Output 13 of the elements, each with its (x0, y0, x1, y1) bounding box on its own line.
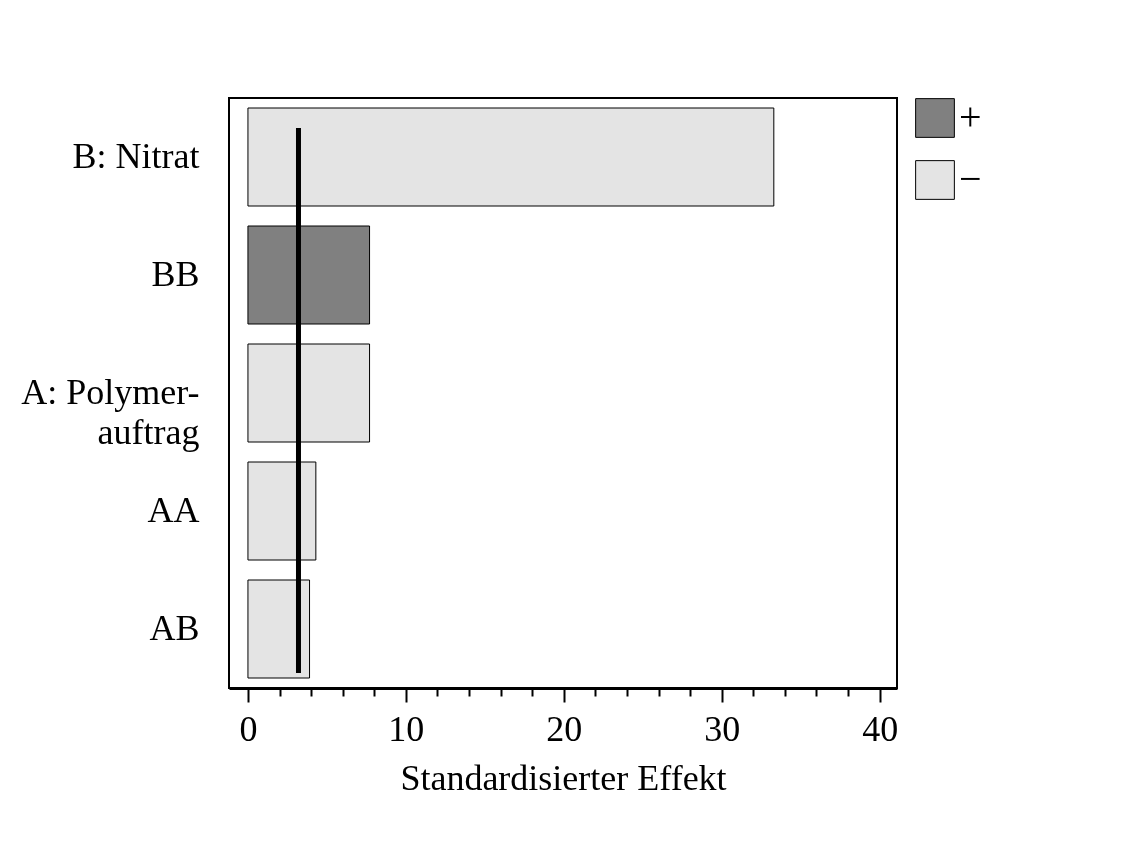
legend-label: − (959, 156, 982, 201)
legend-label: + (959, 94, 982, 139)
x-tick-label: 40 (862, 708, 899, 749)
y-tick-label: AA (147, 490, 200, 530)
x-tick-label: 10 (388, 708, 425, 749)
y-tick-label: AB (149, 608, 200, 648)
x-tick-label: 30 (704, 708, 741, 749)
x-tick-label: 0 (239, 708, 258, 749)
x-tick-label: 20 (546, 708, 583, 749)
y-tick-label: A: Polymer- auftrag (21, 372, 200, 452)
x-axis-title: Standardisierter Effekt (400, 757, 727, 798)
y-tick-label: BB (151, 254, 200, 294)
y-tick-label: B: Nitrat (72, 136, 200, 176)
